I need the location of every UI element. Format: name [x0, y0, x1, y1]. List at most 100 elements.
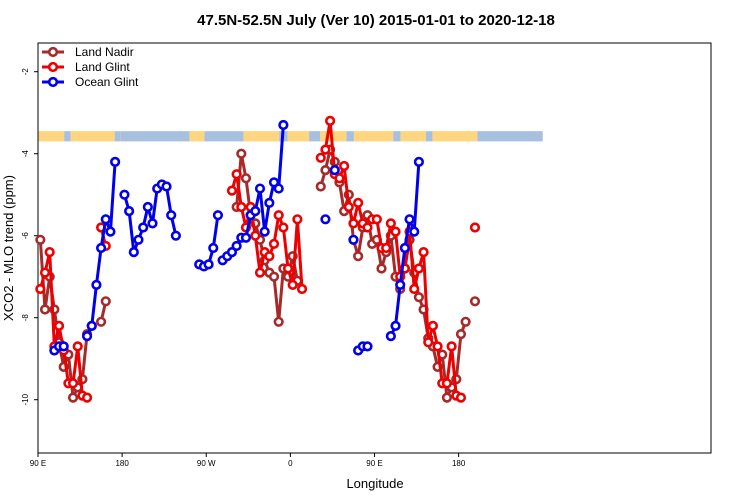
- series-land-glint: [35, 115, 481, 403]
- x-axis-label: Longitude: [346, 476, 403, 491]
- data-point: [142, 201, 153, 213]
- band-land-segment: [243, 131, 252, 142]
- band-ocean-segment: [114, 131, 121, 142]
- data-point: [44, 247, 55, 258]
- data-point: [236, 148, 247, 159]
- data-point: [296, 283, 308, 295]
- data-point: [110, 156, 121, 167]
- data-point: [147, 218, 158, 229]
- data-point: [226, 185, 238, 196]
- data-point: [325, 115, 336, 126]
- data-point: [376, 263, 387, 274]
- data-point: [413, 263, 424, 274]
- y-axis: -2 -4 -6 -8 -10: [21, 68, 38, 405]
- band-ocean-segment: [204, 131, 244, 142]
- data-point: [273, 316, 284, 327]
- data-point: [81, 331, 93, 342]
- data-point: [259, 226, 270, 237]
- data-point: [455, 392, 467, 403]
- y-tick-label: -8: [21, 314, 30, 322]
- data-point: [339, 160, 350, 172]
- data-point: [208, 242, 219, 254]
- x-tick-label: 180: [452, 459, 466, 468]
- data-point: [138, 222, 149, 233]
- data-point: [203, 259, 214, 270]
- series-line: [198, 214, 220, 269]
- data-point: [236, 201, 247, 213]
- x-tick-label: 180: [115, 459, 129, 468]
- data-point: [212, 210, 224, 221]
- data-point: [446, 341, 457, 352]
- data-point: [381, 242, 392, 254]
- data-point: [404, 214, 415, 225]
- legend-swatch-marker: [47, 46, 59, 58]
- x-tick-label: 90 E: [366, 459, 382, 468]
- data-point: [105, 226, 116, 237]
- data-point: [53, 320, 65, 332]
- series-ocean-glint: [49, 119, 424, 356]
- data-point: [329, 165, 340, 176]
- data-point: [320, 165, 331, 176]
- data-point: [91, 279, 102, 291]
- data-point: [427, 320, 439, 332]
- data-point: [161, 181, 172, 192]
- data-point: [254, 267, 266, 278]
- data-point: [278, 222, 289, 233]
- data-point: [343, 201, 354, 213]
- data-point: [273, 210, 284, 221]
- data-point: [128, 247, 139, 258]
- data-point: [67, 392, 79, 403]
- data-point: [254, 183, 266, 194]
- legend-swatch-marker: [47, 76, 59, 88]
- band-land-segment: [70, 131, 115, 142]
- data-point: [371, 214, 382, 225]
- band-ocean-segment: [393, 131, 401, 142]
- data-point: [469, 222, 481, 233]
- data-point: [35, 283, 46, 295]
- data-point: [353, 251, 364, 262]
- legend-label: Land Nadir: [75, 45, 134, 59]
- data-point: [287, 279, 298, 291]
- data-point: [348, 218, 359, 229]
- data-point: [353, 197, 364, 208]
- data-point: [409, 226, 420, 237]
- x-axis: 90 E 180 90 W 0 90 E 180: [30, 453, 466, 468]
- legend-swatch-marker: [47, 61, 59, 73]
- data-point: [320, 144, 331, 155]
- band-land-segment: [189, 131, 205, 142]
- legend-label: Ocean Glint: [75, 75, 139, 89]
- data-point: [455, 329, 467, 340]
- data-point: [395, 279, 406, 291]
- data-point: [292, 214, 303, 225]
- data-point: [100, 296, 111, 307]
- band-land-segment: [432, 131, 478, 142]
- data-point: [250, 206, 261, 217]
- data-point: [315, 152, 326, 163]
- data-point: [39, 304, 51, 315]
- data-point: [264, 251, 275, 262]
- data-point: [170, 230, 181, 241]
- land-ocean-band: [38, 131, 543, 142]
- data-point: [100, 214, 111, 225]
- y-axis-label: XCO2 - MLO trend (ppm): [1, 175, 16, 321]
- data-point: [35, 234, 46, 245]
- band-ocean-segment: [425, 131, 433, 142]
- data-point: [278, 119, 289, 131]
- y-tick-label: -2: [21, 68, 30, 76]
- data-point: [39, 267, 51, 278]
- data-point: [240, 173, 252, 184]
- data-point: [231, 240, 242, 252]
- data-point: [441, 378, 453, 389]
- data-point: [413, 292, 424, 303]
- y-tick-label: -4: [21, 150, 30, 158]
- data-point: [268, 238, 280, 249]
- data-point: [399, 242, 410, 254]
- data-point: [409, 283, 420, 295]
- data-point: [231, 169, 242, 180]
- data-point: [413, 156, 424, 167]
- data-point: [240, 232, 252, 243]
- band-ocean-segment: [346, 131, 354, 142]
- data-point: [268, 271, 280, 282]
- data-point: [362, 222, 373, 233]
